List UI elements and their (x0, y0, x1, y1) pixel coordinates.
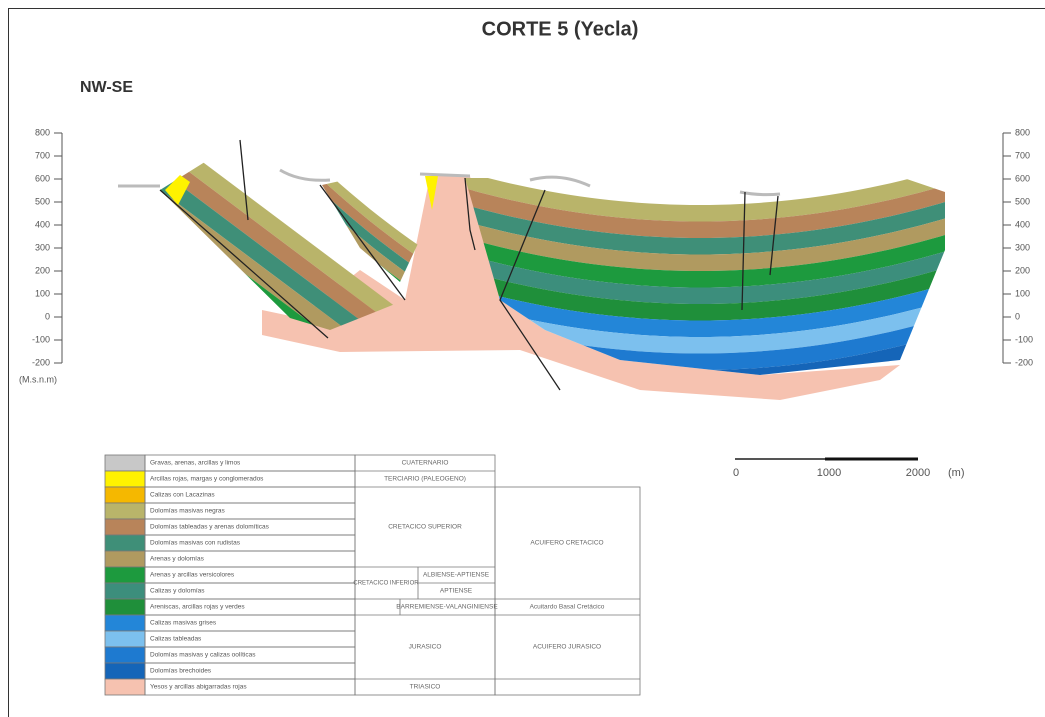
legend-text: Dolomías masivas y calizas oolíticas (150, 652, 256, 659)
legend-text: Dolomías tableadas y arenas dolomíticas (150, 524, 270, 531)
swatch (104, 598, 146, 616)
axis-label: -100 (32, 334, 50, 344)
strata (322, 177, 425, 277)
aquifer-label: ACUIFERO JURASICO (533, 644, 601, 651)
legend-text: Calizas y dolomías (150, 588, 205, 595)
axis-unit: (M.s.n.m) (19, 374, 57, 384)
legend-text: Dolomías masivas negras (150, 508, 226, 515)
legend-text: Gravas, arenas, arcillas y limos (150, 460, 241, 467)
strata (160, 162, 405, 330)
cell (494, 486, 641, 696)
strata (322, 189, 425, 282)
age-label: BARREMIENSE-VALANGINIENSE (396, 604, 498, 611)
swatch (104, 486, 146, 504)
strata (465, 250, 945, 304)
axis-label: 0 (45, 311, 50, 321)
age-label: JURASICO (409, 644, 442, 651)
axis-label: 300 (1015, 242, 1030, 252)
axis-label: 400 (35, 219, 50, 229)
legend-text: Areniscas, arcillas rojas y verdes (150, 604, 245, 611)
axis-label: 100 (1015, 288, 1030, 298)
axis-label: 700 (1015, 150, 1030, 160)
fault (159, 139, 779, 391)
axis-label: 0 (1015, 311, 1020, 321)
legend-text: Arenas y dolomías (150, 556, 205, 563)
direction: NW-SE (80, 79, 133, 96)
swatch (104, 454, 146, 472)
legend-text: Arenas y arcillas versicolores (150, 572, 235, 579)
trias-base (262, 176, 900, 400)
swatch (104, 662, 146, 680)
swatch (104, 566, 146, 584)
swatch (104, 470, 146, 488)
swatch (104, 646, 146, 664)
scale-label: 1000 (817, 467, 841, 479)
axis-label: -200 (32, 357, 50, 367)
aquifer-label: ACUIFERO CRETACICO (530, 540, 603, 547)
age-label: APTIENSE (440, 588, 473, 595)
axis-label: 400 (1015, 219, 1030, 229)
strata (160, 140, 405, 330)
strata (465, 170, 945, 222)
age-label: CRETACICO SUPERIOR (388, 524, 462, 531)
axis-label: 800 (35, 127, 50, 137)
tertiary (425, 176, 438, 210)
strata (465, 283, 945, 337)
swatch (104, 582, 146, 600)
swatch (104, 614, 146, 632)
legend-text: Calizas tableadas (150, 636, 202, 643)
swatch (104, 678, 146, 696)
aquifer-label: Acuitardo Basal Cretácico (530, 604, 605, 611)
axis-label: 200 (35, 265, 50, 275)
strata (160, 142, 405, 330)
axis-label: 600 (35, 173, 50, 183)
strata (465, 200, 945, 255)
scale-label: 2000 (906, 467, 930, 479)
axis-label: -100 (1015, 334, 1033, 344)
axis-label: 500 (1015, 196, 1030, 206)
axis-label: 500 (35, 196, 50, 206)
age-label: ALBIENSE-APTIENSE (423, 572, 490, 579)
surface (118, 168, 781, 197)
title: CORTE 5 (Yecla) (482, 18, 639, 40)
strata (322, 201, 425, 282)
axis-label: 800 (1015, 127, 1030, 137)
axis-label: 200 (1015, 265, 1030, 275)
strata (465, 217, 945, 271)
strata (465, 299, 945, 354)
swatch (104, 630, 146, 648)
strata (160, 182, 405, 330)
axis-label: 300 (35, 242, 50, 252)
axis-label: -200 (1015, 357, 1033, 367)
legend-text: Calizas con Lacazinas (150, 492, 215, 499)
legend-text: Arcillas rojas, margas y conglomerados (150, 476, 264, 483)
scale-label: 0 (733, 467, 739, 479)
legend-text: Dolomías brechoides (150, 668, 212, 675)
swatch (104, 534, 146, 552)
legend-text: Dolomías masivas con rudistas (150, 540, 241, 547)
swatch (104, 550, 146, 568)
strata (465, 233, 945, 288)
legend-text: Yesos y arcillas abigarradas rojas (150, 684, 247, 691)
strata (322, 172, 425, 265)
age-label: CUATERNARIO (402, 460, 449, 467)
legend-text: Calizas masivas grises (150, 620, 217, 627)
scale-unit: (m) (948, 467, 965, 479)
swatch (104, 518, 146, 536)
axis-label: 100 (35, 288, 50, 298)
age-label: TERCIARIO (PALEOGENO) (384, 476, 466, 483)
axis-label: 700 (35, 150, 50, 160)
axis-label: 600 (1015, 173, 1030, 183)
tertiary (165, 175, 190, 205)
swatch (104, 502, 146, 520)
age-label: CRETACICO INFERIOR (353, 581, 419, 587)
strata (465, 184, 945, 238)
strata (465, 266, 945, 321)
age-label: TRIASICO (410, 684, 441, 691)
frame (8, 8, 1045, 717)
